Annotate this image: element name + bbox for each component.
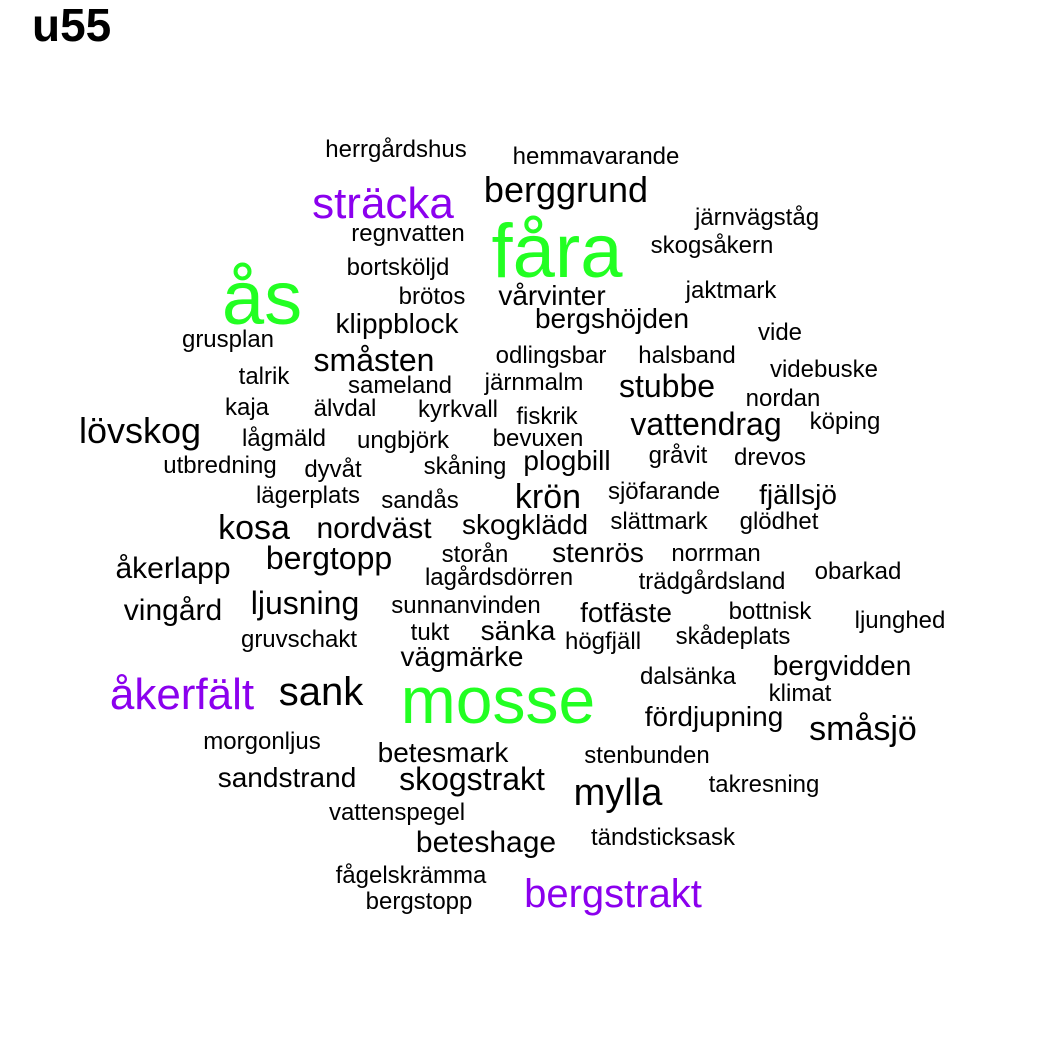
word-jaktmark: jaktmark [685,277,777,304]
word-betesmark: betesmark [377,737,509,768]
word-slattmark: slättmark [610,508,708,535]
word-nordvast: nordväst [316,512,432,545]
word-bergshojden: bergshöjden [534,303,690,334]
word-gravit: gråvit [648,442,708,469]
word-stubbe: stubbe [618,368,716,404]
word-regnvatten: regnvatten [351,220,465,247]
word-smasjo: småsjö [809,710,917,748]
word-bortskoljd: bortsköljd [346,254,450,281]
word-mosse: mosse [400,663,596,737]
word-talrik: talrik [238,363,290,390]
word-hemmavarande: hemmavarande [512,143,680,170]
word-mylla: mylla [573,772,663,814]
word-varvinter: vårvinter [498,280,606,311]
word-fara: fåra [491,209,623,294]
word-smasten: småsten [313,342,435,378]
word-ljunghed: ljunghed [854,607,946,634]
word-morgonljus: morgonljus [203,728,321,755]
word-lagardsdorren: lagårdsdörren [424,564,574,591]
word-glodhet: glödhet [739,508,819,535]
word-beteshage: beteshage [415,826,557,859]
word-skogsakern: skogsåkern [650,232,774,259]
page-title: u55 [32,0,112,51]
word-nordan: nordan [745,385,821,412]
word-bergstopp: bergstopp [365,888,473,915]
word-vingard: vingård [123,594,223,627]
word-norrman: norrman [671,540,761,567]
word-lagerplats: lägerplats [255,482,361,509]
word-dyvat: dyvåt [304,456,362,483]
word-tandsticksask: tändsticksask [590,824,736,851]
word-fjallsjo: fjällsjö [759,479,837,510]
word-hogfjall: högfjäll [564,628,642,655]
word-brotos: brötos [398,283,466,310]
word-herrgardshus: herrgårdshus [325,136,467,163]
word-stenros: stenrös [552,537,644,568]
word-utbredning: utbredning [163,452,277,479]
word-skadeplats: skådeplats [675,623,791,650]
word-vattenspegel: vattenspegel [328,799,466,826]
word-jarnvagstag: järnvägståg [694,204,820,231]
word-skogstrakt: skogstrakt [399,761,545,797]
word-koping: köping [809,408,881,435]
word-halsband: halsband [638,342,736,369]
word-fiskrik: fiskrik [516,403,578,430]
word-sandstrand: sandstrand [217,762,357,793]
word-vagmarke: vägmärke [400,641,524,672]
word-obarkad: obarkad [814,558,902,585]
word-akerlapp: åkerlapp [115,552,231,585]
word-sank: sank [278,670,364,714]
word-as: ås [221,256,303,341]
word-sunnanvinden: sunnanvinden [391,592,541,619]
word-fordjupning: fördjupning [644,701,784,732]
word-berggrund: berggrund [483,169,649,210]
word-vattendrag: vattendrag [630,406,782,442]
word-grusplan: grusplan [181,326,275,353]
word-gruvschakt: gruvschakt [240,626,358,653]
word-alvdal: älvdal [313,395,377,422]
word-tradgardsland: trädgårdsland [638,568,786,595]
word-ljusning: ljusning [250,585,360,621]
word-klippblock: klippblock [335,308,459,339]
word-jarnmalm: järnmalm [484,369,584,396]
word-odlingsbar: odlingsbar [495,342,607,369]
word-takresning: takresning [708,771,820,798]
word-plogbill: plogbill [523,445,611,476]
word-skogkladd: skogklädd [461,509,589,540]
word-klimat: klimat [768,680,832,707]
word-kosa: kosa [218,509,290,547]
word-sandas: sandås [381,487,459,514]
word-kyrkvall: kyrkvall [417,396,499,423]
word-sanka: sänka [480,615,556,646]
word-fotfaste: fotfäste [580,597,672,628]
word-stenbunden: stenbunden [584,742,710,769]
word-sjofarande: sjöfarande [607,478,721,505]
word-drevos: drevos [733,444,807,471]
word-bergvidden: bergvidden [772,650,912,681]
word-kron: krön [514,478,582,516]
word-bevuxen: bevuxen [492,425,584,452]
word-lagmald: lågmäld [241,425,327,452]
word-fagelskramma: fågelskrämma [335,862,487,889]
word-vide: vide [757,319,803,346]
word-videbuske: videbuske [769,356,879,383]
word-sameland: sameland [347,372,453,399]
word-tukt: tukt [410,619,450,646]
word-bergstrakt: bergstrakt [524,872,702,916]
word-kaja: kaja [224,394,270,421]
word-ungbjork: ungbjörk [356,427,450,454]
word-skaning: skåning [423,453,507,480]
word-storan: storån [441,541,509,568]
word-akerfalt: åkerfält [109,670,255,719]
word-dalsanka: dalsänka [639,663,737,690]
word-stracka: sträcka [312,179,454,228]
word-bottnisk: bottnisk [728,598,812,625]
word-bergtopp: bergtopp [265,540,393,576]
word-lovskog: lövskog [78,410,202,451]
